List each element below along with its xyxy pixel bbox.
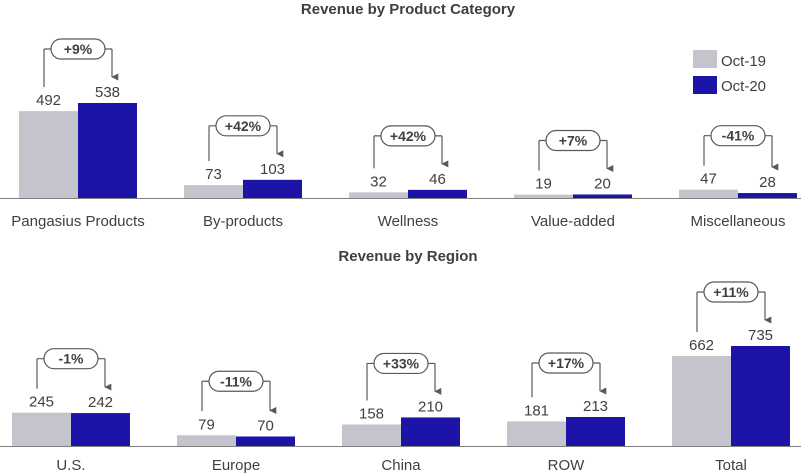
change-callout-value-added: +7% — [538, 129, 614, 172]
change-callout-u-s: -1% — [36, 348, 112, 391]
product-category-chart: 492 538 Pangasius Products +9% 73 103 By-produ… — [0, 38, 801, 230]
data-label-china-oct-20: 210 — [418, 398, 443, 415]
bar-u-s-oct-19 — [12, 412, 71, 446]
data-label-by-products-oct-19: 73 — [205, 166, 222, 183]
change-label-row: +17% — [548, 355, 585, 371]
bar-europe-oct-19 — [177, 435, 236, 446]
legend-label-oct20: Oct-20 — [721, 78, 766, 95]
bar-u-s-oct-20 — [71, 413, 130, 446]
data-label-china-oct-19: 158 — [359, 406, 384, 423]
change-pill — [50, 38, 106, 60]
change-callout-row: +17% — [531, 352, 607, 398]
change-label-miscellaneous: -41% — [722, 128, 755, 144]
category-label-pangasius-products: Pangasius Products — [11, 213, 144, 230]
change-pill — [703, 281, 759, 303]
category-label-wellness: Wellness — [378, 213, 439, 230]
data-label-row-oct-19: 181 — [524, 402, 549, 419]
bar-by-products-oct-20 — [243, 179, 302, 198]
chart-title-product: Revenue by Product Category — [301, 1, 516, 18]
data-label-value-added-oct-20: 20 — [594, 175, 611, 192]
change-label-wellness: +42% — [390, 128, 427, 144]
bar-pangasius-products-oct-20 — [78, 103, 137, 198]
change-callout-total: +11% — [696, 281, 772, 332]
data-label-total-oct-20: 735 — [748, 327, 773, 344]
change-label-europe: -11% — [220, 373, 252, 389]
bar-europe-oct-20 — [236, 436, 295, 446]
category-label-china: China — [381, 457, 421, 474]
change-pill — [545, 129, 601, 152]
change-callout-china: +33% — [366, 352, 442, 401]
data-label-row-oct-20: 213 — [583, 398, 608, 415]
bar-value-added-oct-20 — [573, 194, 632, 198]
bar-miscellaneous-oct-19 — [679, 189, 738, 198]
bar-total-oct-19 — [672, 355, 731, 446]
category-label-row: ROW — [548, 457, 586, 474]
change-pill — [710, 125, 766, 147]
change-callout-europe: -11% — [201, 370, 277, 414]
data-label-total-oct-19: 662 — [689, 337, 714, 354]
bar-value-added-oct-19 — [514, 194, 573, 198]
change-pill — [373, 352, 429, 375]
change-pill — [208, 370, 264, 392]
change-pill — [538, 352, 594, 374]
change-label-by-products: +42% — [225, 118, 262, 134]
legend-swatch-oct20 — [693, 76, 717, 94]
data-label-wellness-oct-19: 32 — [370, 173, 387, 190]
data-label-europe-oct-20: 70 — [257, 417, 274, 434]
category-label-miscellaneous: Miscellaneous — [690, 213, 785, 230]
data-label-value-added-oct-19: 19 — [535, 176, 552, 193]
change-pill — [215, 115, 271, 137]
change-label-china: +33% — [383, 355, 420, 371]
bar-pangasius-products-oct-19 — [19, 111, 78, 198]
legend-label-oct19: Oct-19 — [721, 53, 766, 70]
bar-wellness-oct-20 — [408, 189, 467, 198]
bar-china-oct-19 — [342, 424, 401, 446]
data-label-miscellaneous-oct-20: 28 — [759, 174, 776, 191]
change-label-total: +11% — [713, 284, 749, 300]
legend-swatch-oct19 — [693, 50, 717, 68]
category-label-total: Total — [715, 457, 747, 474]
change-pill — [43, 348, 99, 370]
region-chart: 245 242 U.S. -1% 79 70 Europe -11% 158 210 China +3… — [0, 281, 801, 474]
change-callout-pangasius-products: +9% — [43, 38, 119, 88]
chart-title-region: Revenue by Region — [338, 248, 477, 265]
data-label-pangasius-products-oct-20: 538 — [95, 84, 120, 101]
change-callout-by-products: +42% — [208, 115, 284, 162]
bar-wellness-oct-19 — [349, 192, 408, 198]
bar-by-products-oct-19 — [184, 185, 243, 198]
data-label-miscellaneous-oct-19: 47 — [700, 171, 717, 188]
data-label-by-products-oct-20: 103 — [260, 161, 285, 178]
change-label-pangasius-products: +9% — [64, 41, 93, 57]
data-label-europe-oct-19: 79 — [198, 416, 215, 433]
category-label-by-products: By-products — [203, 213, 283, 230]
data-label-u-s-oct-20: 242 — [88, 394, 113, 411]
legend: Oct-19 Oct-20 — [693, 50, 766, 95]
change-label-u-s: -1% — [59, 351, 84, 367]
bar-total-oct-20 — [731, 346, 790, 446]
data-label-u-s-oct-19: 245 — [29, 394, 54, 411]
category-label-value-added: Value-added — [531, 213, 615, 230]
change-callout-wellness: +42% — [373, 125, 449, 169]
change-pill — [380, 125, 436, 147]
bar-miscellaneous-oct-20 — [738, 193, 797, 198]
data-label-pangasius-products-oct-19: 492 — [36, 92, 61, 109]
change-label-value-added: +7% — [559, 132, 588, 148]
change-callout-miscellaneous: -41% — [703, 125, 779, 171]
category-label-europe: Europe — [212, 457, 260, 474]
data-label-wellness-oct-20: 46 — [429, 171, 446, 188]
category-label-u-s: U.S. — [56, 457, 85, 474]
bar-china-oct-20 — [401, 417, 460, 446]
bar-row-oct-20 — [566, 417, 625, 446]
bar-row-oct-19 — [507, 421, 566, 446]
